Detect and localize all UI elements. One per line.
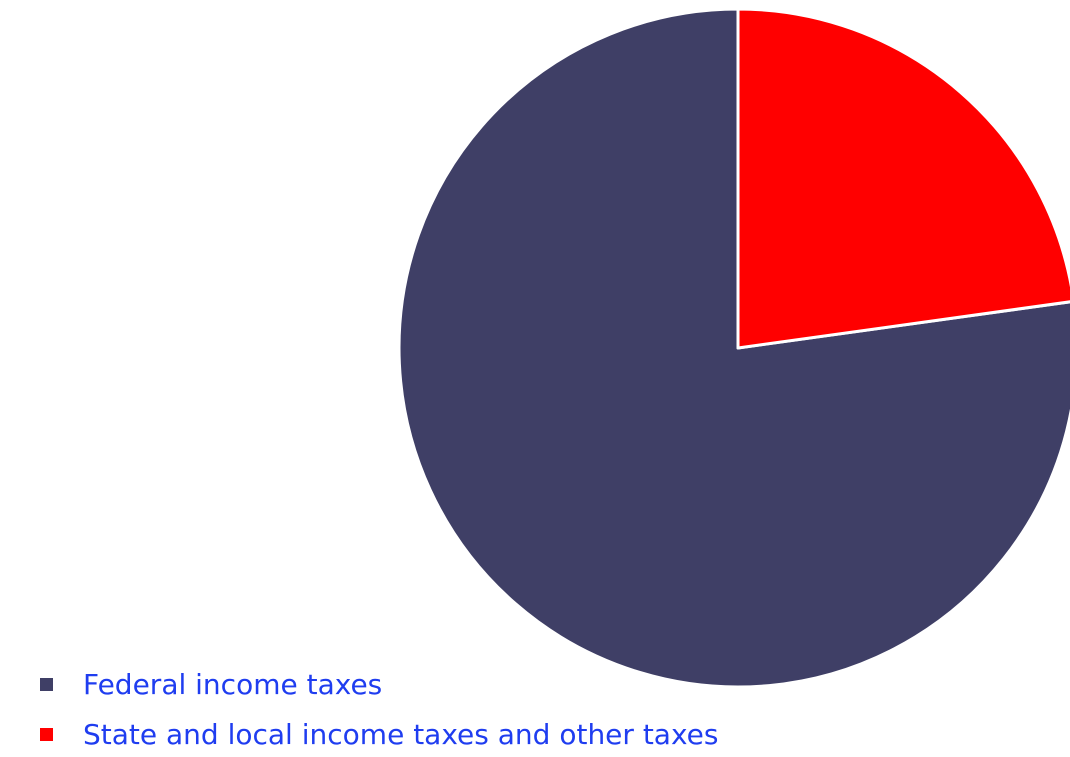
legend-swatch-state-local xyxy=(40,727,53,741)
legend: Federal income taxes State and local inc… xyxy=(40,666,718,757)
pie-slice-0 xyxy=(397,7,1070,689)
legend-label-federal: Federal income taxes xyxy=(83,667,383,701)
pie-slices xyxy=(397,7,1070,689)
legend-label-state-local: State and local income taxes and other t… xyxy=(83,717,719,751)
legend-swatch-federal xyxy=(40,677,53,691)
pie-slice-1 xyxy=(736,7,1070,350)
legend-item-federal: Federal income taxes xyxy=(40,666,718,702)
legend-item-state-local: State and local income taxes and other t… xyxy=(40,716,718,752)
